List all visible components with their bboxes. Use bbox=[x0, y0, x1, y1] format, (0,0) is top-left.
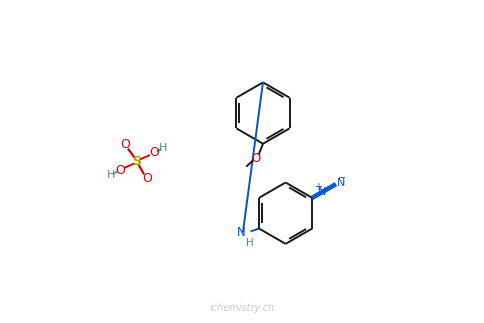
Text: O: O bbox=[251, 152, 260, 165]
Text: O: O bbox=[149, 146, 159, 159]
Text: −: − bbox=[338, 173, 346, 183]
Text: H: H bbox=[246, 238, 254, 247]
Text: +: + bbox=[314, 182, 322, 192]
Text: N: N bbox=[337, 179, 345, 188]
Text: O: O bbox=[142, 172, 151, 185]
Text: O: O bbox=[115, 164, 125, 177]
Text: N: N bbox=[237, 226, 245, 239]
Text: O: O bbox=[120, 138, 130, 151]
Text: S: S bbox=[133, 155, 141, 168]
Text: ichemistry.cn: ichemistry.cn bbox=[210, 303, 274, 313]
Text: H: H bbox=[159, 143, 167, 153]
Text: H: H bbox=[107, 170, 115, 180]
Text: N: N bbox=[318, 187, 326, 197]
